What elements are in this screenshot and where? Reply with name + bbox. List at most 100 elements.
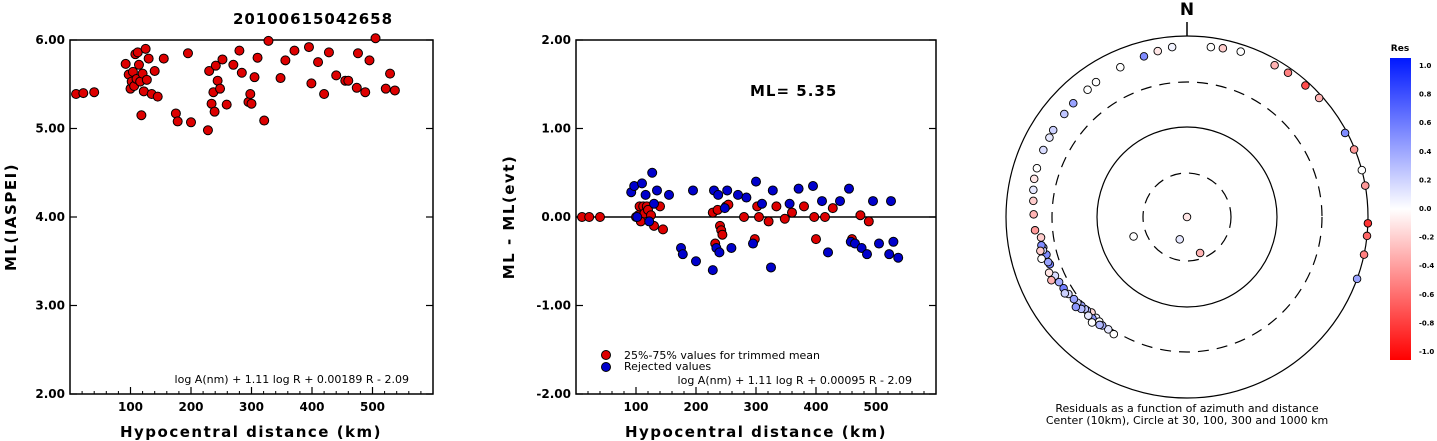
p2-point (827, 203, 838, 214)
polar-point (1071, 302, 1081, 312)
polar-point (1206, 42, 1216, 52)
azimuth-distance-polar-plot: N Residuals as a function of azimuth and… (1005, 0, 1373, 427)
north-label: N (1180, 0, 1194, 20)
p1-point (364, 55, 375, 66)
plot2-xlabel: Hypocentral distance (km) (625, 423, 887, 441)
p2-point (658, 224, 668, 235)
polar-point (1362, 231, 1372, 241)
p2-point (713, 189, 724, 200)
p2-point (787, 207, 797, 218)
p2-point (632, 212, 643, 222)
p2-point (717, 229, 728, 240)
polar-point (1069, 99, 1078, 108)
p2-point (820, 212, 830, 222)
p2-point (739, 212, 749, 222)
p1-point (352, 48, 363, 59)
p1-point (221, 99, 232, 110)
p2-point (584, 212, 595, 222)
polar-point (1030, 226, 1040, 235)
p2-point (707, 265, 718, 276)
polar-point (1270, 60, 1279, 70)
p2-point (595, 212, 605, 222)
plot1-formula: log A(nm) + 1.11 log R + 0.00189 R - 2.0… (175, 373, 409, 386)
p1-point (331, 70, 342, 81)
p1-point (89, 87, 100, 98)
p1-point (249, 72, 260, 83)
p2-point (868, 196, 878, 207)
p2-point (784, 198, 795, 209)
p2-point (855, 210, 866, 221)
polar-point (1069, 294, 1079, 304)
plot1-points (71, 33, 400, 136)
p2-point (664, 189, 674, 200)
polar-point (1236, 47, 1245, 56)
p1-ytick-label: 2.00 (35, 387, 65, 401)
polar-point (1283, 68, 1293, 77)
p1-ytick-label: 5.00 (35, 122, 65, 136)
polar-point (1045, 133, 1054, 142)
colorbar-ticks: 1.0 0.8 0.6 0.4 0.2 0.0 -0.2 -0.4 -0.6 -0.8 -1.0 (1419, 62, 1434, 356)
p2-point (874, 238, 884, 249)
legend-red-marker (601, 350, 611, 360)
p2-xtick-label: 100 (623, 400, 648, 414)
plot2-points (577, 167, 904, 276)
polar-point (1029, 174, 1039, 184)
p2-point (793, 183, 804, 194)
plot1-ylabel: ML(IASPEI) (2, 163, 20, 271)
p1-point (323, 47, 334, 58)
p1-point (343, 75, 354, 86)
p2-point (844, 183, 854, 194)
colorbar-tick-label: -0.4 (1419, 262, 1434, 270)
plot2-ylabel: ML - ML(evt) (500, 155, 518, 279)
circle-300km (1051, 81, 1323, 353)
polar-point (1047, 275, 1056, 285)
p2-point (726, 242, 737, 253)
polar-point (1175, 235, 1184, 244)
p2-point (771, 201, 782, 212)
ml-vs-distance-plot: 100 200 300 400 500 2.00 3.00 4.00 5.00 6.00 log … (2, 33, 434, 441)
polar-point (1037, 254, 1046, 263)
p1-point (389, 85, 400, 96)
polar-point (1349, 145, 1359, 154)
p1-point (209, 106, 220, 117)
p1-xtick-label: 100 (118, 400, 143, 414)
polar-point (1314, 93, 1324, 103)
p1-point (303, 42, 314, 53)
p1-point (228, 59, 239, 70)
colorbar-tick-label: 0.2 (1419, 176, 1432, 184)
p1-point (152, 91, 163, 102)
p1-point (186, 117, 196, 128)
p2-point (751, 176, 761, 187)
p2-point (809, 212, 820, 222)
p1-point (149, 65, 160, 76)
p2-point (862, 249, 872, 260)
p2-xtick-label: 400 (803, 400, 828, 414)
polar-points (1029, 42, 1373, 339)
circle-100km (1096, 126, 1278, 308)
polar-point (1054, 277, 1064, 287)
p2-point (714, 247, 725, 258)
polar-point (1340, 128, 1350, 138)
p1-point (259, 115, 270, 126)
colorbar-tick-label: 0.4 (1419, 148, 1432, 156)
polar-point (1129, 232, 1138, 241)
polar-point (1218, 44, 1228, 53)
polar-point (1032, 163, 1042, 173)
p1-point (306, 78, 317, 89)
p2-xtick-label: 300 (743, 400, 768, 414)
p2-point (719, 203, 730, 214)
p2-point (688, 185, 698, 196)
p2-point (863, 216, 874, 227)
p2-point (823, 247, 833, 258)
p2-point (886, 196, 896, 207)
p2-ytick-label: 2.00 (541, 33, 571, 47)
legend-red-label: 25%-75% values for trimmed mean (624, 349, 820, 362)
polar-point (1095, 320, 1104, 330)
p1-point (182, 48, 193, 59)
figure-title: 20100615042658 (233, 10, 393, 28)
polar-point (1039, 145, 1048, 155)
p2-point (748, 238, 758, 249)
polar-point (1361, 181, 1370, 190)
p2-point (884, 249, 895, 260)
p2-xtick-label: 500 (863, 400, 888, 414)
